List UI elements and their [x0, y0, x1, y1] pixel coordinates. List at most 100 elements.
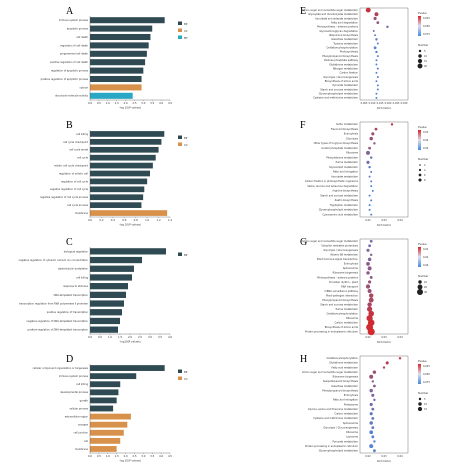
bubble-point [370, 213, 373, 216]
legend-swatch [178, 369, 182, 373]
pathway-label: Protein processing in endoplasmic reticu… [305, 331, 359, 334]
category-label: immune system process [59, 19, 89, 22]
size-legend-dot [417, 63, 423, 69]
bubble-point [369, 253, 373, 257]
panel-g: G Amino sugar and nucleotide sugar metabo… [240, 233, 472, 348]
bubble-point [385, 361, 389, 365]
pathway-label: Plant-pathogen interaction [326, 294, 358, 297]
size-legend-dot [417, 284, 423, 290]
pathway-label: Starch and sucrose metabolism [320, 88, 358, 91]
legend-label: BP [184, 22, 188, 26]
pathway-label: Photosynthesis - antenna proteins [317, 26, 359, 29]
pathway-label: Vitamin B6 metabolism [330, 254, 359, 257]
category-label: negative regulation of cell cycle proces… [40, 196, 89, 199]
bubble-point [367, 257, 372, 262]
bubble-point [373, 46, 377, 50]
bubble-point [366, 150, 370, 155]
pvalue-colorbar [418, 16, 421, 36]
x-axis-label: -log 10(P values) [119, 223, 141, 227]
pathway-label: Carbon fixation [340, 72, 359, 75]
x-axis-label: Rich factor [377, 459, 392, 463]
size-legend-dot [418, 54, 422, 58]
pvalue-colorbar [418, 247, 421, 267]
x-tick-label: 0.0 [88, 335, 92, 339]
legend-swatch [178, 252, 182, 256]
bubble-point [369, 421, 373, 425]
x-tick-label: 1.0 [106, 101, 110, 105]
bubble-point [375, 59, 378, 62]
size-legend-label: 2 [424, 164, 426, 167]
size-legend-dot [418, 168, 422, 172]
x-tick-label: 0.04 [397, 455, 403, 458]
x-tick-label: 3.5 [158, 335, 162, 339]
pathway-label: Tryptophan metabolism [330, 204, 359, 207]
pathway-label: Glycolysis / Gluconeogenesis [323, 76, 358, 79]
bubble-point [369, 412, 373, 416]
bar [90, 178, 148, 185]
pathway-label: Ribosome [346, 431, 358, 434]
x-tick-label: 1.0 [108, 335, 112, 339]
bar [90, 413, 131, 420]
category-label: programmed cell death [60, 53, 89, 56]
pathway-label: Fatty acid elongation [333, 171, 359, 174]
bar [90, 397, 117, 404]
pathway-label: Nitrogen metabolism [333, 67, 359, 70]
bubble-point [371, 380, 375, 383]
category-label: cell death [76, 36, 88, 39]
bar [90, 256, 142, 264]
category-label: response to stimulus [63, 285, 89, 288]
bubble-point [371, 407, 375, 411]
size-legend-label: 20 [424, 286, 428, 289]
bar [90, 317, 120, 325]
bubble-point [372, 30, 375, 32]
category-label: extracellular region [65, 415, 89, 418]
bar [90, 373, 137, 380]
bar [90, 194, 144, 201]
x-tick-label: 2.5 [138, 335, 142, 339]
pathway-label: Amino sugar and nucleotide sugar metabol… [302, 240, 359, 243]
bubble-point [369, 239, 373, 243]
category-label: apoptotic process [67, 28, 89, 31]
bubble-point [366, 248, 370, 252]
bubble-point [367, 302, 372, 307]
pathway-label: Cyanoamino acid metabolism [322, 213, 358, 216]
bubble-point [371, 416, 375, 420]
bar [90, 210, 168, 216]
pathway-label: Proteasome [344, 403, 359, 406]
category-label: mitotic cell cycle checkpoint [54, 164, 88, 167]
x-axis-label: Rich factor [377, 223, 392, 227]
bubble-point [368, 146, 371, 150]
category-label: positive regulation of apoptotic process [41, 78, 89, 81]
x-tick-label: 4.0 [159, 454, 163, 458]
x-tick-label: 0.03 [381, 219, 387, 222]
legend-swatch [178, 35, 182, 39]
panel-letter: F [300, 120, 306, 131]
bubble-point [371, 426, 375, 429]
bubble-chart-h: H Oxidative phosphorylation Glutathione me… [300, 354, 430, 463]
bubble-point [376, 55, 379, 58]
bar [90, 389, 119, 396]
pathway-label: Ascorbate and aldarate metabolism [315, 17, 359, 20]
size-legend-label: 10 [424, 55, 428, 58]
x-tick-label: 0.020 [385, 102, 392, 105]
x-tick-label: 0.030 [401, 102, 408, 105]
category-label: immune system process [59, 375, 89, 378]
size-legend-dot [418, 49, 422, 53]
bar [90, 59, 146, 66]
category-label: negative regulation of cell cycle [50, 188, 89, 191]
pathway-label: Valine, leucine and isoleucine degradati… [307, 185, 358, 188]
bar [90, 162, 153, 169]
category-label: cell cycle [77, 157, 89, 160]
pathway-label: Glycerophospholipid metabolism [319, 209, 359, 212]
x-tick-label: 2.5 [132, 454, 136, 458]
x-tick-label: 2.5 [132, 101, 136, 105]
bubble-point [366, 306, 373, 312]
pathway-label: Inositol phosphate metabolism [321, 147, 359, 150]
panel-letter: G [300, 237, 307, 248]
pvalue-colorbar [418, 364, 421, 384]
bubble-point [373, 440, 376, 443]
x-tick-label: 0.010 [369, 102, 376, 105]
bubble-point [371, 132, 375, 136]
